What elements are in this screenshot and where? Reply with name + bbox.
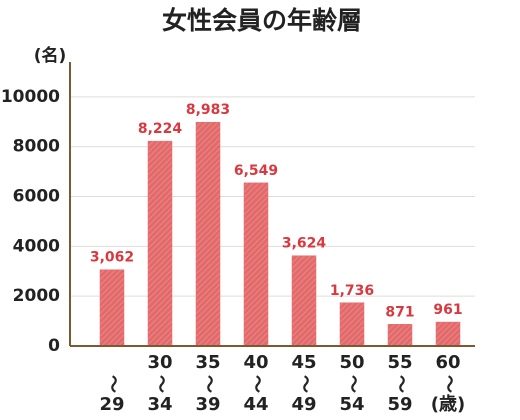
y-unit: (名)	[34, 45, 67, 66]
bar	[435, 321, 461, 347]
x-tick-label: 〜	[198, 375, 219, 393]
bar	[99, 269, 125, 347]
x-tick-label: 54	[339, 394, 364, 415]
x-tick-label: 〜	[246, 375, 267, 393]
x-tick-label: 〜	[102, 375, 123, 393]
x-tick-label: 30	[147, 352, 172, 373]
bar	[243, 182, 269, 347]
x-tick-label: 35	[195, 352, 220, 373]
x-tick-label: 〜	[150, 375, 171, 393]
x-tick-label: 50	[339, 352, 364, 373]
y-tick-label: 4000	[13, 236, 60, 256]
y-tick-label: 2000	[13, 286, 60, 306]
bar	[387, 324, 413, 347]
x-tick-label: 34	[147, 394, 172, 415]
x-tick-label: 29	[99, 394, 124, 415]
value-label: 3,062	[90, 250, 134, 266]
x-tick-label: 〜	[342, 375, 363, 393]
y-tick-label: 6000	[13, 187, 60, 207]
value-label: 871	[385, 304, 414, 320]
value-label: 961	[433, 302, 462, 318]
value-label: 3,624	[282, 236, 327, 252]
x-tick-label: 55	[387, 352, 412, 373]
bar	[291, 255, 317, 347]
x-tick-label: 45	[291, 352, 316, 373]
chart-title: 女性会員の年齢層	[162, 6, 362, 35]
y-tick-label: 8000	[13, 137, 60, 157]
y-tick-label: 10000	[1, 87, 60, 107]
x-tick-label: 40	[243, 352, 268, 373]
x-tick-label: 44	[243, 394, 268, 415]
bar	[195, 121, 221, 347]
value-label: 8,224	[138, 121, 183, 137]
value-label: 1,736	[330, 283, 374, 299]
x-tick-label: 39	[195, 394, 220, 415]
x-tick-label: 〜	[390, 375, 411, 393]
x-tick-label: (歳)	[431, 394, 465, 415]
x-tick-label: 〜	[438, 375, 459, 393]
x-tick-label: 60	[435, 352, 460, 373]
x-tick-label: 〜	[294, 375, 315, 393]
value-label: 8,983	[186, 102, 230, 118]
bar	[339, 302, 365, 347]
x-tick-label: 49	[291, 394, 316, 415]
bar	[147, 140, 173, 347]
value-label: 6,549	[234, 163, 278, 179]
x-tick-label: 59	[387, 394, 412, 415]
y-tick-label: 0	[48, 336, 60, 356]
